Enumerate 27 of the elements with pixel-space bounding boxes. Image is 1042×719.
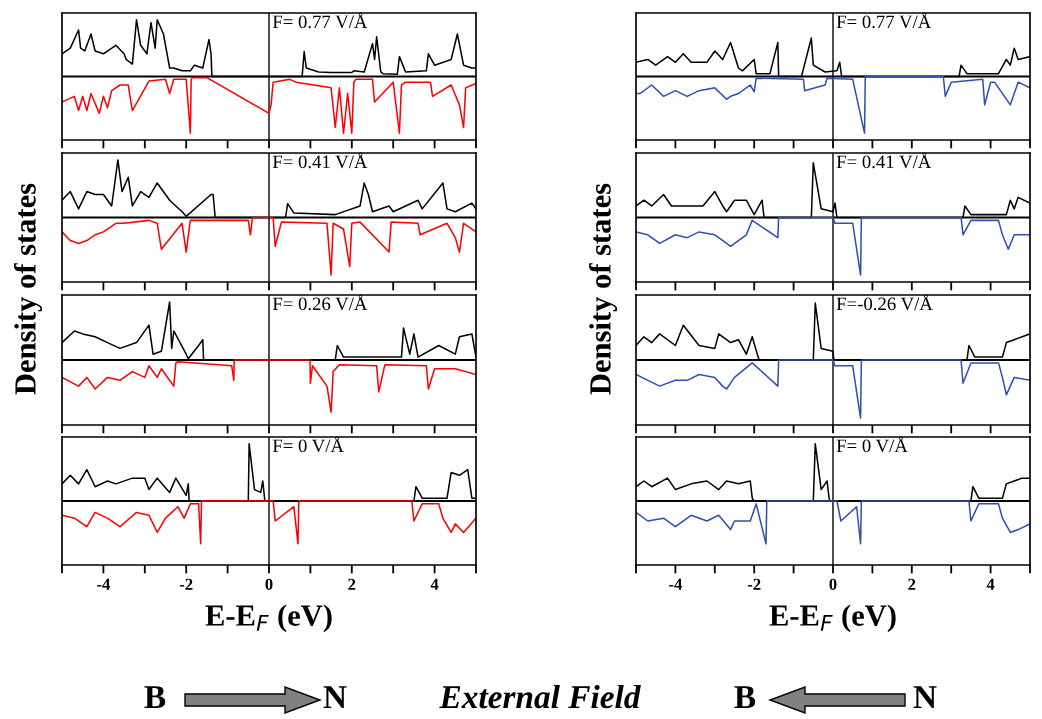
x-tick-label: 2 (348, 578, 356, 590)
text: External Field (439, 684, 641, 709)
x-tick-label: 4 (430, 578, 439, 590)
annotation: F= 0 V/Å (836, 436, 908, 453)
x-tick-label: -2 (747, 578, 761, 590)
text: B (734, 686, 756, 709)
annotation: F= 0.41 V/Å (836, 152, 932, 169)
annotation: F=-0.26 V/Å (836, 294, 933, 311)
x-tick-label: 0 (265, 578, 273, 590)
x-axis-title: E-E$_{F}$ (eV) (205, 604, 332, 633)
x-tick-label: 4 (986, 578, 995, 590)
annotation: F= 0.41 V/Å (272, 152, 368, 169)
text: N (913, 686, 937, 709)
x-tick-label: 2 (908, 578, 916, 590)
text: N (323, 686, 347, 709)
x-tick-label: 0 (829, 578, 837, 590)
text: B (144, 686, 166, 709)
annotation: F= 0.77 V/Å (272, 12, 368, 29)
annotation: F= 0.26 V/Å (272, 294, 368, 311)
annotation: F= 0 V/Å (272, 436, 344, 453)
x-tick-label: -2 (179, 578, 193, 590)
x-axis-title: E-E$_{F}$ (eV) (769, 604, 896, 633)
y-axis-title: Density of states (13, 183, 43, 395)
y-axis-title: Density of states (588, 183, 618, 395)
text: F= 0.77 V/Å (836, 12, 932, 29)
x-tick-label: -4 (669, 578, 683, 590)
x-tick-label: -4 (97, 578, 111, 590)
